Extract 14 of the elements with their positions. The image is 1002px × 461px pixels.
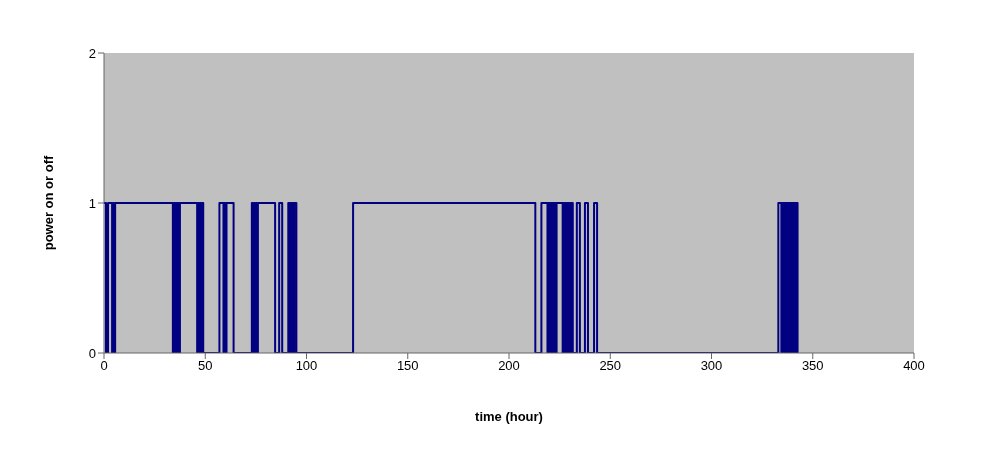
- x-tick-label: 150: [396, 358, 419, 374]
- x-tick-label: 400: [903, 358, 925, 374]
- x-tick-label: 200: [498, 358, 520, 374]
- x-tick-label: 300: [700, 358, 723, 374]
- y-tick-label: 1: [88, 195, 96, 211]
- y-tick-label: 0: [88, 345, 96, 361]
- x-axis-title: time (hour): [475, 409, 543, 424]
- x-tick-label: 250: [599, 358, 622, 374]
- x-tick-label: 50: [198, 358, 213, 374]
- x-tick-label: 100: [295, 358, 318, 374]
- x-tick-label: 350: [801, 358, 824, 374]
- y-tick-label: 2: [88, 45, 96, 61]
- x-tick-label: 0: [100, 358, 108, 374]
- y-axis-title: power on or off: [40, 155, 56, 251]
